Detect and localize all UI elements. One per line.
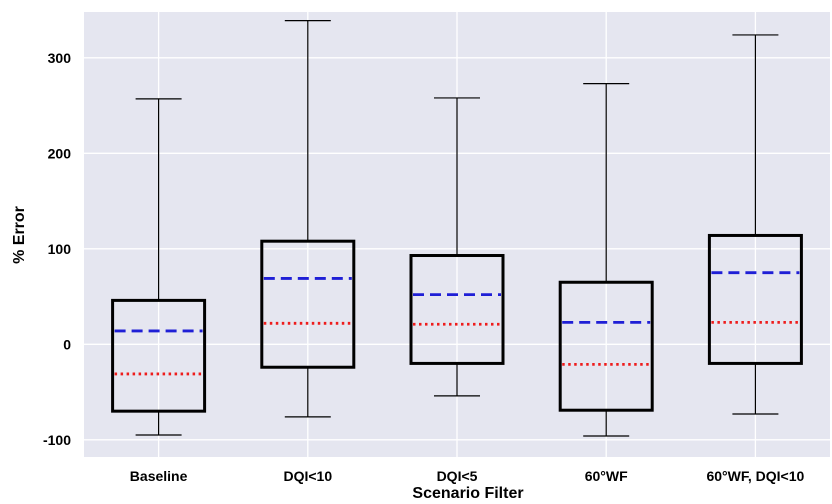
x-tick-labels: Baseline DQI<10 DQI<5 60°WF 60°WF, DQI<10 [130,468,805,484]
y-tick-label: 200 [48,145,72,161]
boxes [111,19,803,437]
y-axis-label: % Error [11,206,28,264]
x-axis-label: Scenario Filter [412,485,523,502]
y-tick-label: 100 [48,241,72,257]
x-tick-label: DQI<5 [437,468,478,484]
box-3 [558,83,654,437]
box-4 [707,34,803,415]
box-0 [111,98,207,436]
y-tick-label: -100 [43,432,71,448]
y-tick-label: 0 [63,336,71,352]
iqr-box [558,280,654,412]
iqr-box [707,233,803,365]
x-tick-label: DQI<10 [283,468,332,484]
iqr-box [111,298,207,413]
iqr-box [409,254,505,365]
x-tick-label: Baseline [130,468,188,484]
y-tick-labels: -100 0 100 200 300 [43,50,71,448]
x-tick-label: 60°WF, DQI<10 [706,468,804,484]
iqr-box [260,239,356,369]
box-2 [409,97,505,397]
x-tick-label: 60°WF [585,468,628,484]
box-1 [260,19,356,418]
y-tick-label: 300 [48,50,72,66]
